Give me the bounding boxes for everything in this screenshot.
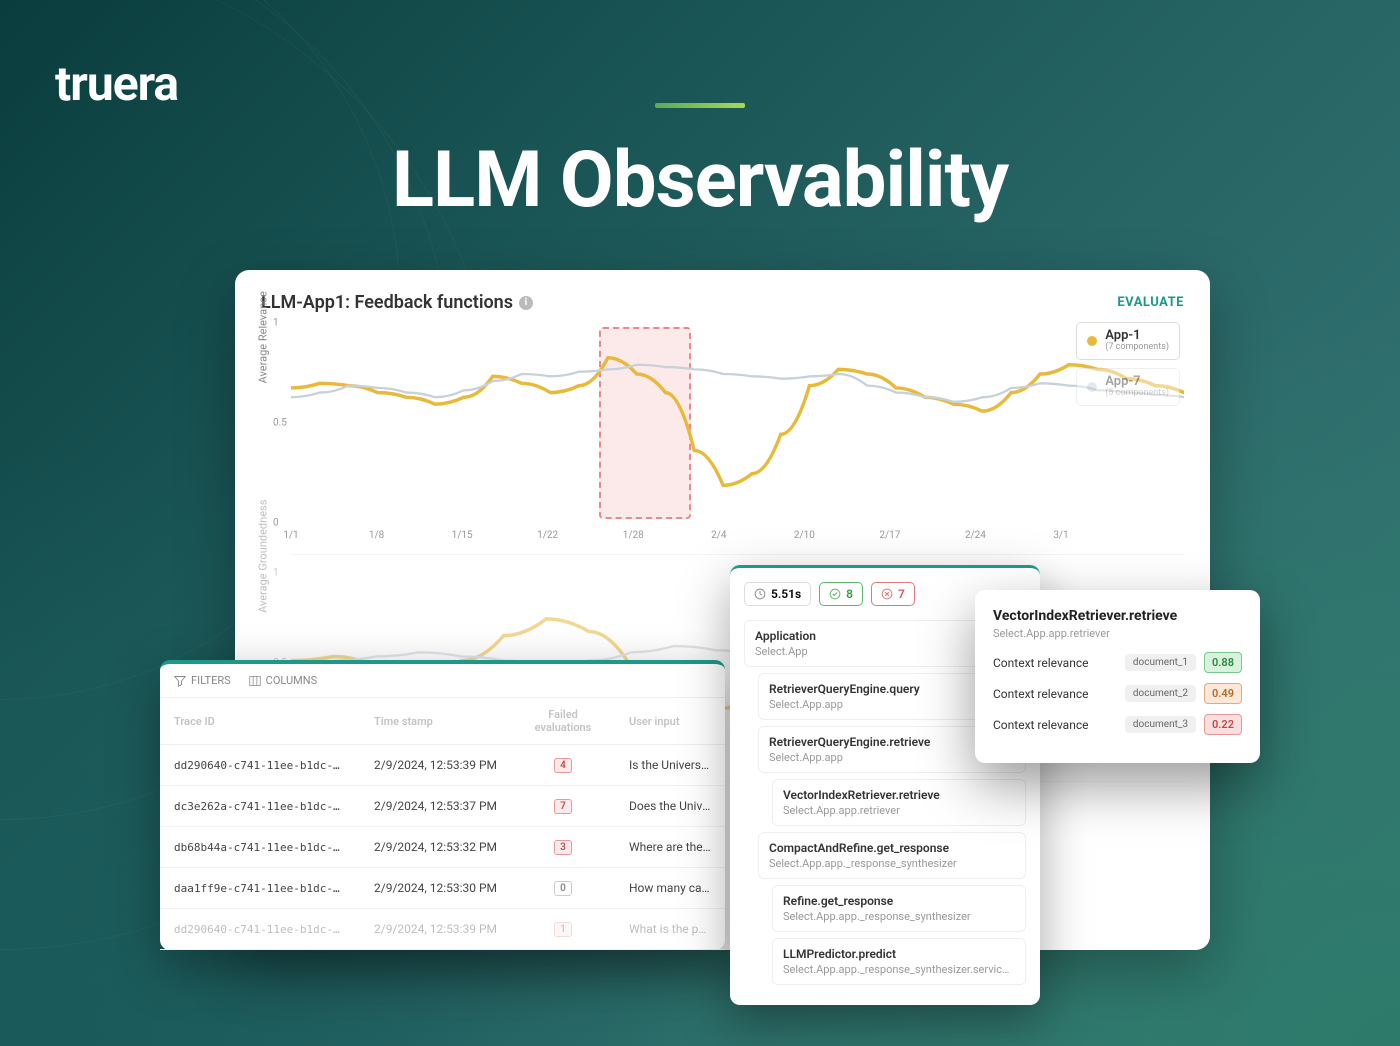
document-chip[interactable]: document_3: [1125, 716, 1196, 733]
relevance-row: Context relevance document_1 0.88: [993, 652, 1242, 673]
columns-icon: [249, 675, 261, 687]
failed-cell: 0: [511, 868, 615, 909]
page-title: LLM Observability: [0, 135, 1400, 226]
input-cell: What is the purpose: [615, 909, 725, 950]
legend-sub: (5 components): [1105, 389, 1169, 399]
brand-logo: truera: [55, 55, 178, 112]
y-tick: 1: [273, 568, 279, 579]
table-row[interactable]: daa1ff9e-c741-11ee-b1dc-42ab6c1ced91 2/9…: [160, 868, 725, 909]
trace-id-cell: dd290640-c741-11ee-b1dc-42ab6c1ced91: [160, 909, 360, 950]
failed-cell: 1: [511, 909, 615, 950]
legend-item[interactable]: App-7 (5 components): [1076, 368, 1180, 406]
input-cell: Does the University: [615, 786, 725, 827]
tree-node-sub: Select.App.app._response_synthesizer.ser…: [783, 963, 1015, 976]
tree-node[interactable]: LLMPredictor.predict Select.App.app._res…: [772, 938, 1026, 985]
document-chip[interactable]: document_1: [1125, 654, 1196, 671]
tree-node-title: Refine.get_response: [783, 894, 1015, 908]
table-row[interactable]: dd290640-c741-11ee-b1dc-42ab6c1ced91 2/9…: [160, 745, 725, 786]
filter-icon: [174, 675, 186, 687]
tree-node[interactable]: VectorIndexRetriever.retrieve Select.App…: [772, 779, 1026, 826]
timestamp-cell: 2/9/2024, 12:53:39 PM: [360, 909, 511, 950]
relevance-label: Context relevance: [993, 656, 1117, 670]
tree-node-sub: Select.App.app._response_synthesizer: [769, 857, 1015, 870]
evaluate-button[interactable]: EVALUATE: [1117, 295, 1184, 310]
accent-bar: [655, 103, 745, 108]
relevance-row: Context relevance document_3 0.22: [993, 714, 1242, 735]
relevance-label: Context relevance: [993, 718, 1117, 732]
failed-badge: 7: [554, 799, 572, 814]
score-chip: 0.49: [1204, 683, 1242, 704]
input-cell: How many campuse: [615, 868, 725, 909]
filters-button[interactable]: FILTERS: [174, 674, 231, 687]
tree-node-title: LLMPredictor.predict: [783, 947, 1015, 961]
duration-pill: 5.51s: [744, 582, 811, 606]
tree-node-sub: Select.App.app._response_synthesizer: [783, 910, 1015, 923]
y-axis-label: Average Relevance: [257, 291, 270, 383]
y-axis-label-2: Average Groundedness: [257, 500, 270, 613]
trace-id-cell: db68b44a-c741-11ee-b1dc-42ab6c1ced91: [160, 827, 360, 868]
feedback-title: LLM-App1: Feedback functions i: [261, 292, 533, 313]
table-row[interactable]: dd290640-c741-11ee-b1dc-42ab6c1ced91 2/9…: [160, 909, 725, 950]
failed-cell: 7: [511, 786, 615, 827]
timestamp-cell: 2/9/2024, 12:53:39 PM: [360, 745, 511, 786]
trace-id-cell: dc3e262a-c741-11ee-b1dc-42ab6c1ced91: [160, 786, 360, 827]
tree-node-title: VectorIndexRetriever.retrieve: [783, 788, 1015, 802]
traces-table: Trace IDTime stampFailed evaluationsUser…: [160, 698, 725, 950]
relevance-label: Context relevance: [993, 687, 1117, 701]
pass-pill: 8: [819, 582, 863, 606]
trace-id-cell: dd290640-c741-11ee-b1dc-42ab6c1ced91: [160, 745, 360, 786]
table-row[interactable]: db68b44a-c741-11ee-b1dc-42ab6c1ced91 2/9…: [160, 827, 725, 868]
tree-node-title: CompactAndRefine.get_response: [769, 841, 1015, 855]
legend-dot: [1087, 336, 1097, 346]
fail-pill: 7: [871, 582, 915, 606]
timestamp-cell: 2/9/2024, 12:53:32 PM: [360, 827, 511, 868]
failed-badge: 1: [554, 922, 572, 937]
table-row[interactable]: dc3e262a-c741-11ee-b1dc-42ab6c1ced91 2/9…: [160, 786, 725, 827]
score-chip: 0.22: [1204, 714, 1242, 735]
tree-node[interactable]: Refine.get_response Select.App.app._resp…: [772, 885, 1026, 932]
info-icon[interactable]: i: [519, 296, 533, 310]
timestamp-cell: 2/9/2024, 12:53:30 PM: [360, 868, 511, 909]
legend-item[interactable]: App-1 (7 components): [1076, 322, 1180, 360]
check-icon: [829, 588, 841, 600]
input-cell: Is the University of W: [615, 745, 725, 786]
y-tick: 0: [273, 518, 279, 529]
score-chip: 0.88: [1204, 652, 1242, 673]
relevance-chart: Average Relevance 00.51 1/11/81/151/221/…: [291, 323, 1184, 523]
failed-badge: 0: [554, 881, 572, 896]
legend-sub: (7 components): [1105, 343, 1169, 353]
relevance-row: Context relevance document_2 0.49: [993, 683, 1242, 704]
tree-node[interactable]: CompactAndRefine.get_response Select.App…: [758, 832, 1026, 879]
clock-icon: [754, 588, 766, 600]
relevance-sub: Select.App.app.retriever: [993, 627, 1242, 640]
y-tick: 1: [273, 318, 279, 329]
relevance-card: VectorIndexRetriever.retrieve Select.App…: [975, 590, 1260, 763]
columns-button[interactable]: COLUMNS: [249, 674, 317, 687]
y-tick: 0.5: [273, 418, 287, 429]
tree-node-sub: Select.App.app.retriever: [783, 804, 1015, 817]
failed-cell: 4: [511, 745, 615, 786]
failed-badge: 4: [554, 758, 572, 773]
input-cell: Where are the differ: [615, 827, 725, 868]
table-header[interactable]: Trace ID: [160, 698, 360, 745]
timestamp-cell: 2/9/2024, 12:53:37 PM: [360, 786, 511, 827]
document-chip[interactable]: document_2: [1125, 685, 1196, 702]
chart-legend: App-1 (7 components) App-7 (5 components…: [1076, 322, 1180, 406]
table-header[interactable]: Time stamp: [360, 698, 511, 745]
legend-dot: [1087, 382, 1097, 392]
x-icon: [881, 588, 893, 600]
traces-card: FILTERS COLUMNS Trace IDTime stampFailed…: [160, 660, 725, 950]
trace-id-cell: daa1ff9e-c741-11ee-b1dc-42ab6c1ced91: [160, 868, 360, 909]
failed-cell: 3: [511, 827, 615, 868]
failed-badge: 3: [554, 840, 572, 855]
table-header[interactable]: Failed evaluations: [511, 698, 615, 745]
relevance-title: VectorIndexRetriever.retrieve: [993, 608, 1242, 624]
table-header[interactable]: User input: [615, 698, 725, 745]
